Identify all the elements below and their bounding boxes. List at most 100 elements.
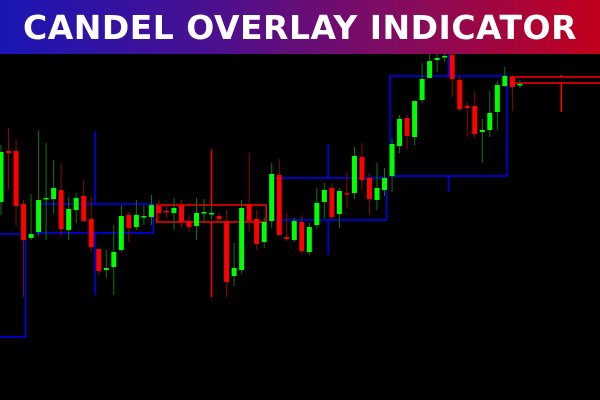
candle-body — [224, 221, 230, 282]
candle-body — [81, 196, 87, 221]
overlay-body — [389, 75, 508, 177]
candle-48 — [359, 143, 365, 190]
candle-5 — [36, 131, 42, 236]
candle-body — [494, 85, 500, 112]
candle-18 — [133, 200, 139, 230]
candle-body — [246, 204, 252, 221]
candle-body — [43, 198, 49, 200]
candle-body — [201, 212, 207, 214]
candle-49 — [366, 174, 372, 215]
candle-body — [186, 221, 192, 227]
candle-68 — [509, 75, 515, 111]
candle-body — [194, 213, 200, 226]
candle-body — [427, 61, 433, 78]
candle-50 — [374, 163, 380, 210]
candle-body — [269, 174, 275, 221]
candle-11 — [81, 180, 87, 222]
candle-body — [374, 188, 380, 200]
candle-7 — [51, 160, 57, 213]
candle-body — [314, 203, 320, 225]
candle-69 — [517, 80, 523, 88]
overlay-candle-0 — [0, 233, 27, 338]
candle-61 — [457, 76, 463, 111]
candle-64 — [479, 119, 485, 163]
overlay-layer — [0, 40, 600, 338]
candle-41 — [306, 223, 312, 255]
candle-body — [284, 237, 290, 239]
candle-19 — [141, 205, 147, 225]
candle-8 — [58, 163, 64, 237]
candle-body — [118, 216, 124, 250]
candle-29 — [216, 212, 222, 222]
candle-body — [404, 118, 410, 136]
title-banner: CANDEL OVERLAY INDICATOR — [0, 0, 600, 54]
candle-62 — [464, 102, 470, 137]
candle-body — [58, 190, 64, 229]
candle-3 — [21, 200, 27, 297]
candle-6 — [43, 143, 49, 240]
candle-36 — [269, 163, 275, 228]
candle-51 — [382, 168, 388, 196]
candle-body — [464, 106, 470, 108]
candle-34 — [254, 210, 260, 250]
candle-body — [457, 80, 463, 109]
candle-26 — [194, 198, 200, 240]
candle-body — [66, 209, 72, 230]
candle-body — [0, 152, 4, 202]
candle-25 — [186, 215, 192, 232]
candle-52 — [389, 138, 395, 192]
candle-body — [126, 215, 132, 228]
candle-24 — [178, 200, 184, 228]
banner-title: CANDEL OVERLAY INDICATOR — [22, 7, 578, 47]
candle-20 — [148, 195, 154, 225]
candle-body — [216, 216, 222, 219]
candle-body — [141, 216, 147, 218]
candle-body — [21, 204, 27, 240]
candle-body — [261, 222, 267, 242]
candle-63 — [472, 91, 478, 138]
candle-2 — [13, 140, 19, 226]
overlay-body — [509, 76, 600, 84]
candle-body — [509, 77, 515, 87]
candle-body — [479, 130, 485, 132]
candle-body — [502, 76, 508, 86]
candle-45 — [336, 188, 342, 228]
candle-body — [389, 144, 395, 176]
candle-32 — [239, 200, 245, 274]
candle-54 — [404, 115, 410, 149]
candle-21 — [156, 200, 162, 220]
candle-12 — [88, 197, 94, 252]
candle-0 — [0, 145, 4, 215]
candle-body — [321, 190, 327, 202]
candle-body — [209, 213, 215, 215]
candle-body — [156, 206, 162, 213]
candle-28 — [209, 205, 215, 220]
candle-body — [442, 56, 448, 58]
candle-body — [133, 215, 139, 227]
candle-37 — [276, 159, 282, 235]
candle-body — [111, 252, 117, 267]
candle-body — [36, 200, 42, 232]
candle-15 — [111, 225, 117, 295]
candle-23 — [171, 198, 177, 230]
candle-17 — [126, 212, 132, 242]
candle-body — [397, 119, 403, 146]
candle-body — [412, 101, 418, 137]
candle-body — [231, 268, 237, 276]
candle-body — [171, 208, 177, 213]
candle-9 — [66, 197, 72, 240]
candle-layer — [0, 40, 523, 297]
candle-13 — [96, 249, 102, 275]
candle-35 — [261, 218, 267, 248]
candle-33 — [246, 153, 252, 232]
candle-body — [344, 193, 350, 195]
candle-body — [163, 211, 169, 213]
candle-38 — [284, 213, 290, 241]
candle-44 — [329, 183, 335, 220]
candle-31 — [231, 243, 237, 286]
candle-body — [239, 208, 245, 270]
candle-39 — [291, 218, 297, 242]
candle-body — [299, 222, 305, 251]
